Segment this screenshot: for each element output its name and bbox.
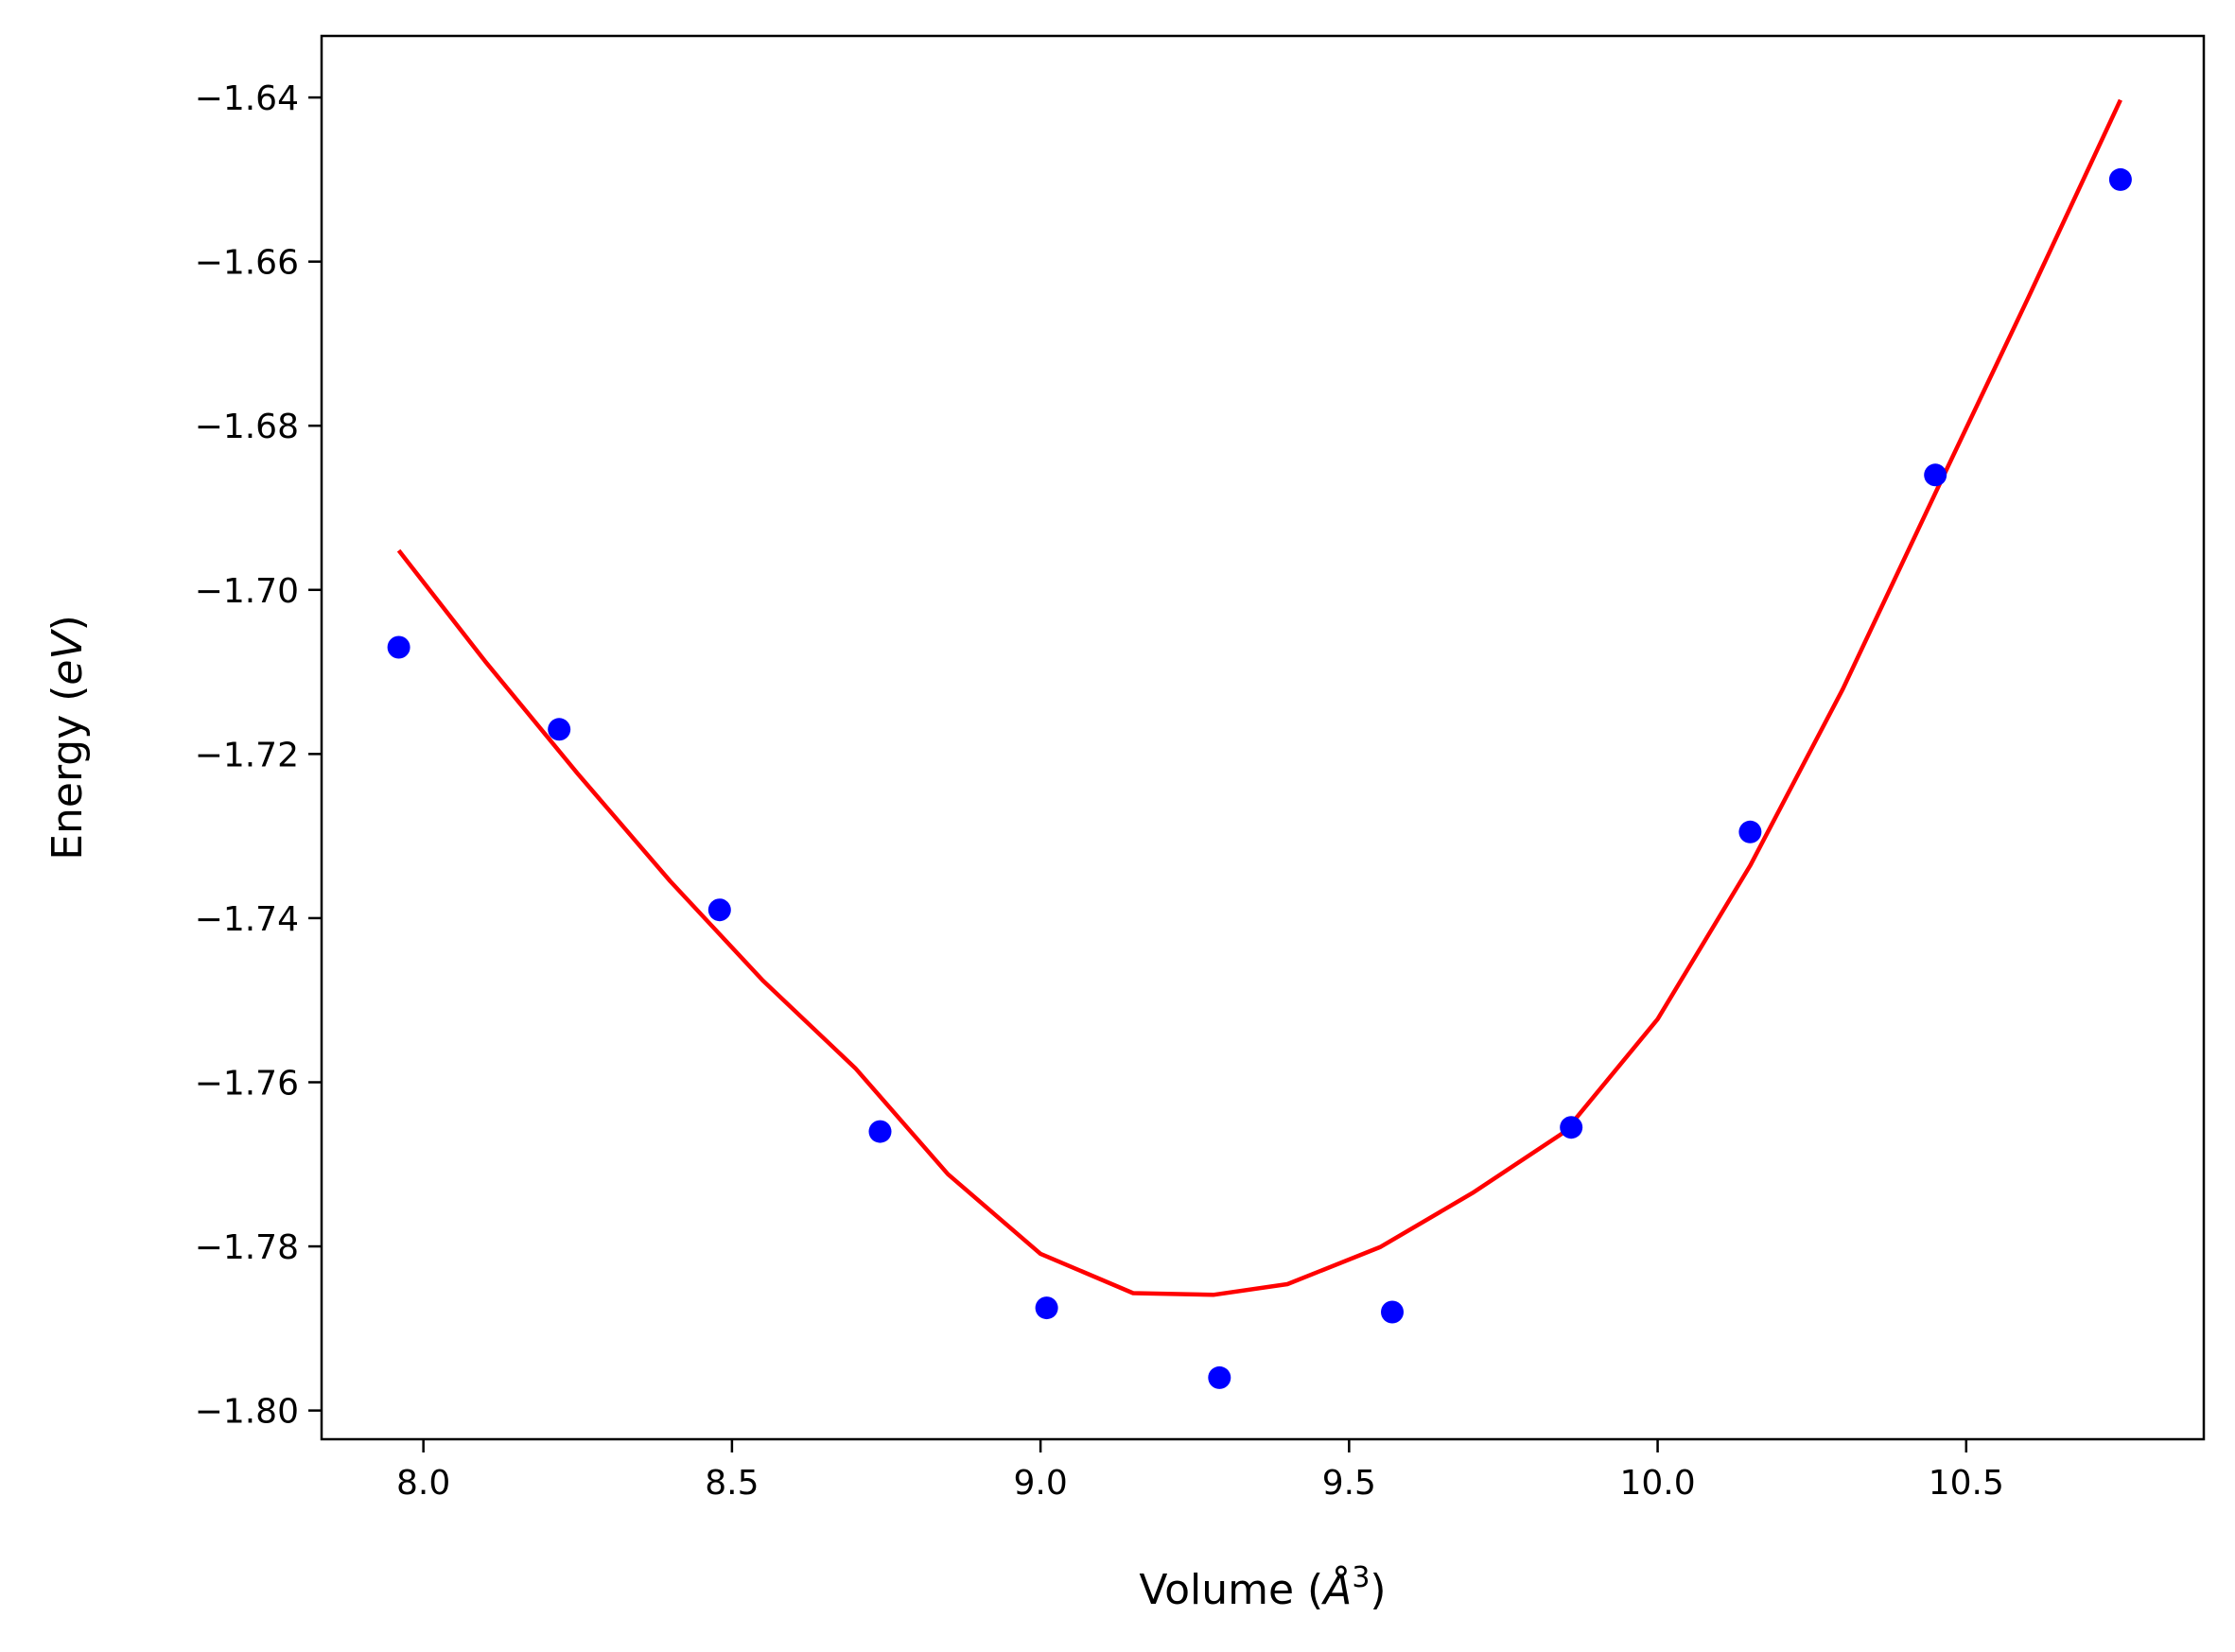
data-point (1208, 1365, 1231, 1389)
x-tick-label: 9.5 (1322, 1464, 1376, 1503)
y-tick-label: −1.80 (195, 1393, 299, 1432)
data-point (1035, 1296, 1058, 1320)
fit-curve-line (396, 98, 2122, 1297)
x-tick-label: 8.5 (705, 1464, 759, 1503)
axes-frame (320, 34, 2206, 1441)
data-point (548, 718, 571, 741)
y-axis-label: Energy (eV) (44, 615, 92, 861)
y-tick-label: −1.70 (195, 572, 299, 611)
data-point (868, 1120, 892, 1143)
x-tick-label: 8.0 (396, 1464, 450, 1503)
x-axis-label-unit: Å (1320, 1564, 1352, 1614)
data-point (1560, 1116, 1583, 1139)
x-axis-label-power: 3 (1352, 1561, 1370, 1594)
x-tick-label: 10.0 (1619, 1464, 1695, 1503)
y-axis-label-suffix: ) (44, 615, 92, 631)
y-tick-label: −1.66 (195, 244, 299, 283)
data-point (1738, 820, 1762, 843)
x-tick-label: 10.5 (1929, 1464, 2004, 1503)
data-point (2108, 167, 2132, 191)
y-tick-label: −1.74 (195, 900, 299, 939)
y-tick-label: −1.76 (195, 1064, 299, 1103)
data-point (1924, 463, 1947, 487)
data-point (1381, 1300, 1404, 1324)
y-axis-label-unit: eV (44, 629, 92, 686)
y-tick-label: −1.78 (195, 1228, 299, 1267)
y-axis-label-prefix: Energy ( (44, 686, 92, 861)
y-tick-label: −1.64 (195, 79, 299, 118)
plot-area (387, 98, 2132, 1389)
y-tick-label: −1.68 (195, 408, 299, 446)
x-tick-label: 9.0 (1013, 1464, 1067, 1503)
data-point (387, 635, 410, 659)
y-tick-label: −1.72 (195, 736, 299, 774)
x-axis: 8.0 8.5 9.0 9.5 10.0 10.5 (396, 1439, 2004, 1503)
data-point (707, 898, 731, 922)
x-axis-label: Volume (Å3) (1139, 1561, 1386, 1614)
x-axis-label-suffix: ) (1370, 1566, 1386, 1614)
y-axis: −1.64 −1.66 −1.68 −1.70 −1.72 −1.74 −1.76 −1.78… (195, 79, 322, 1432)
x-axis-label-prefix: Volume ( (1139, 1566, 1323, 1614)
